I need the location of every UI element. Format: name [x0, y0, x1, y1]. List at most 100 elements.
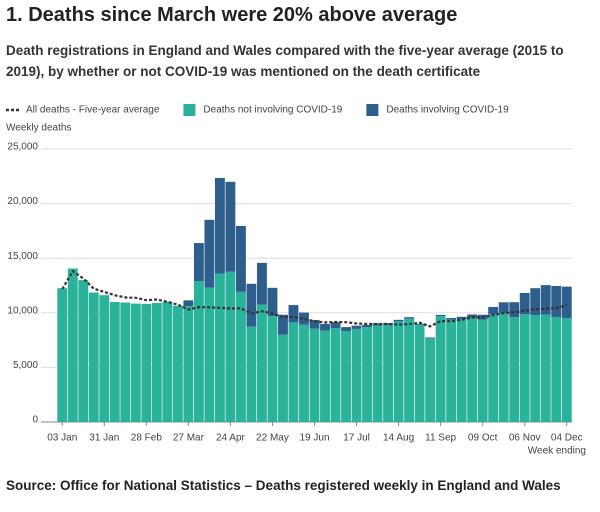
- bar-segment: [204, 287, 215, 422]
- bar-segment: [372, 323, 383, 326]
- chart: Weekly deaths Week ending 0 5,000 10,000 15…: [6, 104, 586, 457]
- bar-segment: [393, 319, 404, 322]
- bar-segment: [57, 288, 68, 422]
- bar-segment: [540, 285, 551, 315]
- bar-segment: [204, 219, 215, 288]
- bar-segment: [288, 305, 299, 323]
- bar-segment: [404, 317, 415, 319]
- bar-segment: [257, 262, 267, 305]
- bar-segment: [183, 300, 194, 307]
- bar-segment: [477, 319, 488, 422]
- legend-label: Deaths involving COVID-19: [386, 105, 509, 116]
- bar-segment: [246, 326, 257, 422]
- x-tick-label: 27 Mar: [173, 433, 205, 444]
- bar-segment: [561, 286, 572, 319]
- bar-segment: [193, 281, 204, 422]
- bar-segment: [446, 319, 457, 422]
- x-tick-label: 19 Jun: [299, 433, 329, 444]
- bar-segment: [456, 316, 467, 320]
- bar-segment: [299, 324, 309, 422]
- bar-segment: [446, 318, 457, 320]
- x-tick-label: 28 Feb: [131, 433, 163, 444]
- bar-segment: [498, 312, 509, 422]
- bar-segment: [488, 314, 499, 422]
- bar-segment: [246, 283, 257, 327]
- bar-segment: [288, 322, 299, 422]
- x-tick-label: 04 Dec: [551, 433, 583, 444]
- bar-segment: [183, 306, 194, 422]
- bar-segment: [362, 324, 372, 328]
- bar-segment: [393, 321, 404, 422]
- bar-segment: [267, 316, 278, 422]
- bar-segment: [225, 271, 236, 422]
- bar-segment: [488, 306, 499, 315]
- bar-segment: [425, 337, 436, 339]
- bar-segment: [530, 288, 541, 316]
- bar-segment: [330, 328, 341, 422]
- bar-segment: [172, 305, 183, 422]
- bar-segment: [551, 316, 562, 422]
- bar-segment: [214, 273, 225, 422]
- bar-segment: [467, 314, 478, 318]
- x-tick-label: 03 Jan: [47, 433, 77, 444]
- bar-segment: [383, 323, 394, 325]
- y-tick-label: 15,000: [7, 251, 38, 262]
- x-axis-title: Week ending: [528, 446, 586, 457]
- legend-swatch: [183, 104, 196, 116]
- x-tick-label: 22 May: [256, 433, 289, 444]
- average-line: [61, 269, 568, 328]
- bar-segment: [109, 302, 120, 422]
- bar-segment: [278, 314, 288, 335]
- chart-title: 1. Deaths since March were 20% above ave…: [6, 4, 458, 26]
- bar-segment: [320, 323, 330, 331]
- bar-segment: [467, 317, 478, 422]
- legend-label: All deaths - Five-year average: [26, 105, 160, 116]
- bar-segment: [362, 327, 372, 422]
- bar-segment: [162, 301, 173, 422]
- bar-segment: [235, 291, 246, 422]
- bar-segment: [267, 287, 278, 317]
- bar-segment: [320, 330, 330, 422]
- bar-segment: [88, 292, 99, 422]
- bar-segment: [130, 303, 141, 422]
- bar-segment: [214, 177, 225, 274]
- bar-segment: [330, 322, 341, 329]
- bar-segment: [372, 325, 383, 422]
- bar-segment: [498, 302, 509, 313]
- bar-segment: [435, 314, 446, 316]
- y-tick-label: 25,000: [7, 142, 38, 153]
- bar-segment: [99, 295, 110, 422]
- bar-segment: [456, 319, 467, 422]
- bar-segment: [509, 317, 520, 422]
- bar-segment: [341, 327, 351, 332]
- bar-segment: [519, 314, 530, 422]
- bar-segment: [257, 304, 267, 422]
- bar-segment: [435, 315, 446, 422]
- bar-segment: [278, 334, 288, 422]
- bar-segment: [561, 318, 572, 422]
- x-tick-label: 11 Sep: [425, 433, 456, 444]
- source-note: Source: Office for National Statistics –…: [6, 478, 561, 493]
- legend-swatch: [366, 104, 379, 116]
- bar-segment: [540, 314, 551, 422]
- bar-segment: [425, 338, 436, 422]
- y-tick-label: 5,000: [13, 360, 38, 371]
- y-axis-title: Weekly deaths: [6, 123, 71, 134]
- x-tick-label: 17 Jul: [343, 433, 370, 444]
- bar-segment: [404, 318, 415, 422]
- x-tick-label: 09 Oct: [468, 433, 498, 444]
- bar-segment: [551, 285, 562, 317]
- bar-segment: [351, 328, 362, 422]
- bar-segment: [309, 320, 320, 329]
- bar-segment: [530, 315, 541, 422]
- x-tick-label: 31 Jan: [89, 433, 119, 444]
- bar-segment: [235, 225, 246, 292]
- bar-segment: [519, 292, 530, 315]
- bar-segment: [78, 280, 89, 422]
- x-tick-label: 14 Aug: [383, 433, 414, 444]
- y-tick-label: 0: [32, 415, 38, 426]
- bar-segment: [67, 268, 78, 422]
- bar-segment: [341, 331, 351, 422]
- bar-segment: [414, 324, 425, 422]
